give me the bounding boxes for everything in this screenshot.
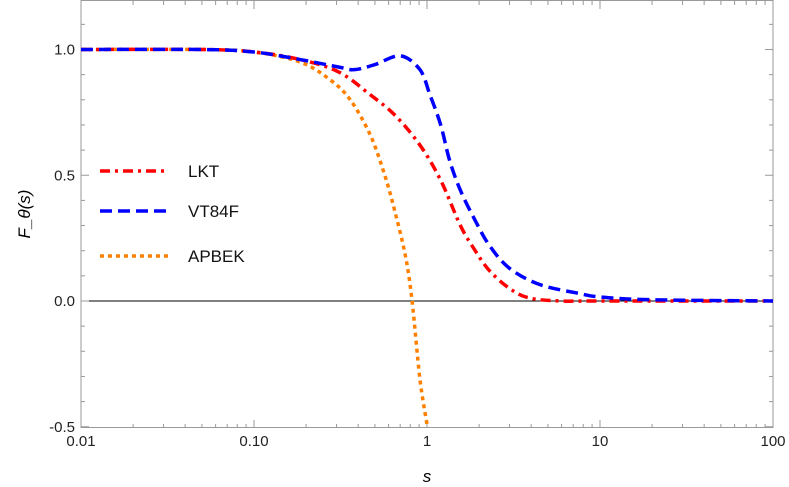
x-tick-label: 10 bbox=[592, 433, 609, 450]
series-vt84f-line bbox=[80, 47, 774, 303]
legend-label-apbek: APBEK bbox=[188, 247, 245, 266]
legend-label-lkt: LKT bbox=[188, 162, 219, 181]
y-tick-label: 0.0 bbox=[54, 293, 75, 310]
x-tick-label: 100 bbox=[760, 433, 785, 450]
plot-frame bbox=[80, 0, 774, 428]
legend-label-vt84f: VT84F bbox=[188, 202, 239, 221]
x-axis-label: s bbox=[423, 467, 432, 486]
y-axis-label: F_θ(s) bbox=[15, 190, 34, 239]
x-tick-label: 0.01 bbox=[66, 433, 95, 450]
x-tick-label: 1 bbox=[423, 433, 431, 450]
x-tick-label: 0.10 bbox=[239, 433, 268, 450]
series-lkt-line bbox=[80, 47, 773, 303]
y-tick-label: 0.5 bbox=[54, 167, 75, 184]
y-tick-label: -0.5 bbox=[49, 419, 75, 436]
y-tick-label: 1.0 bbox=[54, 42, 75, 59]
series-apbek-line bbox=[80, 47, 429, 425]
